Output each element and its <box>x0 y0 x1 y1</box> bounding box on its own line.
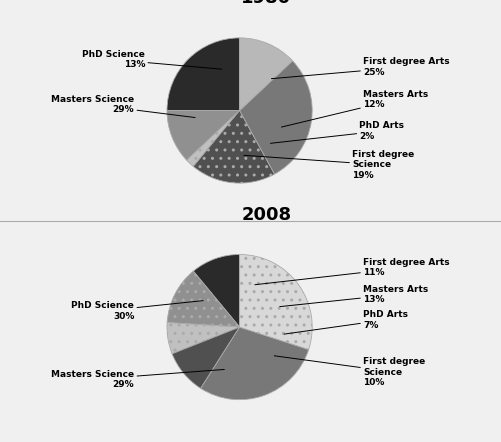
Text: First degree
Science
10%: First degree Science 10% <box>274 356 425 387</box>
Text: Masters Arts
12%: Masters Arts 12% <box>282 90 428 127</box>
Wedge shape <box>167 38 239 110</box>
Wedge shape <box>167 271 239 327</box>
Text: First degree Arts
25%: First degree Arts 25% <box>272 57 450 79</box>
Wedge shape <box>193 255 239 327</box>
Text: Masters Science
29%: Masters Science 29% <box>51 95 195 118</box>
Text: First degree Arts
11%: First degree Arts 11% <box>255 258 450 285</box>
Wedge shape <box>239 61 312 174</box>
Wedge shape <box>193 110 275 183</box>
Text: PhD Arts
2%: PhD Arts 2% <box>271 121 404 143</box>
Wedge shape <box>201 327 309 400</box>
Text: First degree
Science
19%: First degree Science 19% <box>244 150 414 180</box>
Title: 1980: 1980 <box>241 0 292 7</box>
Wedge shape <box>167 323 239 354</box>
Text: PhD Science
30%: PhD Science 30% <box>72 301 203 321</box>
Text: Masters Arts
13%: Masters Arts 13% <box>280 285 428 307</box>
Wedge shape <box>187 110 239 167</box>
Wedge shape <box>167 110 239 160</box>
Title: 2008: 2008 <box>241 206 292 224</box>
Wedge shape <box>239 38 293 110</box>
Text: Masters Science
29%: Masters Science 29% <box>51 370 224 389</box>
Wedge shape <box>239 255 312 350</box>
Wedge shape <box>172 327 239 389</box>
Text: PhD Science
13%: PhD Science 13% <box>82 50 222 69</box>
Text: PhD Arts
7%: PhD Arts 7% <box>284 310 408 334</box>
